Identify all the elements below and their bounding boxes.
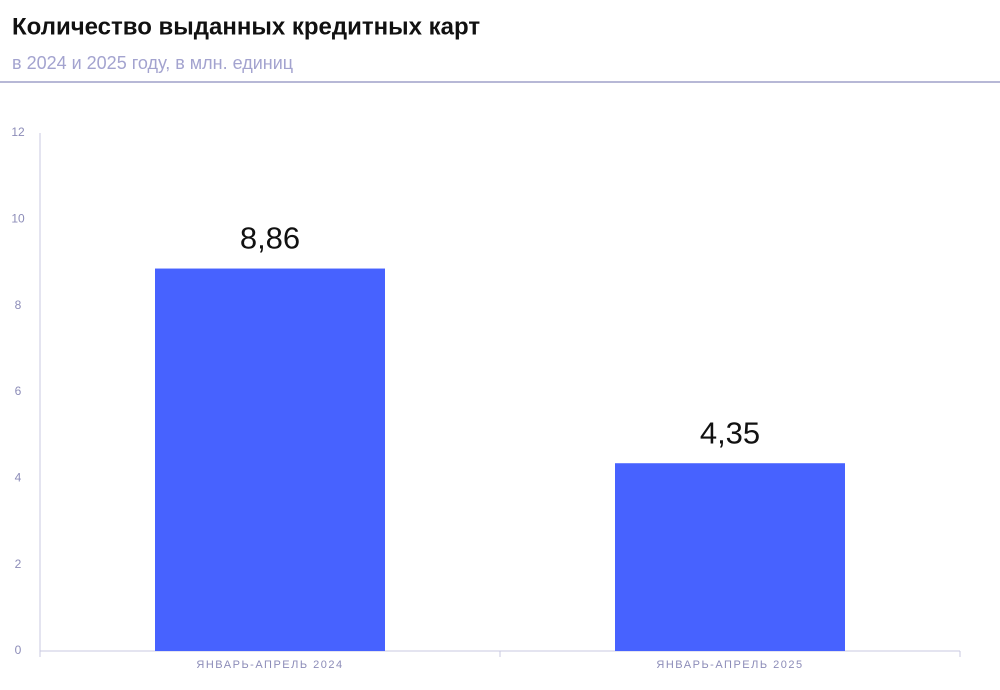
- chart-subtitle: в 2024 и 2025 году, в млн. единиц: [12, 53, 293, 73]
- bar: [155, 268, 385, 651]
- bar: [615, 463, 845, 651]
- y-tick-label: 4: [15, 471, 22, 485]
- value-label: 8,86: [240, 221, 300, 256]
- y-tick-label: 10: [11, 212, 25, 226]
- y-tick-label: 6: [15, 384, 22, 398]
- y-tick-label: 0: [15, 643, 22, 657]
- y-tick-label: 12: [11, 125, 25, 139]
- x-tick-label: ЯНВАРЬ-АПРЕЛЬ 2024: [196, 659, 343, 671]
- y-tick-label: 2: [15, 557, 22, 571]
- x-tick-label: ЯНВАРЬ-АПРЕЛЬ 2025: [656, 659, 803, 671]
- y-tick-label: 8: [15, 298, 22, 312]
- chart-title: Количество выданных кредитных карт: [12, 13, 480, 40]
- value-label: 4,35: [700, 415, 760, 450]
